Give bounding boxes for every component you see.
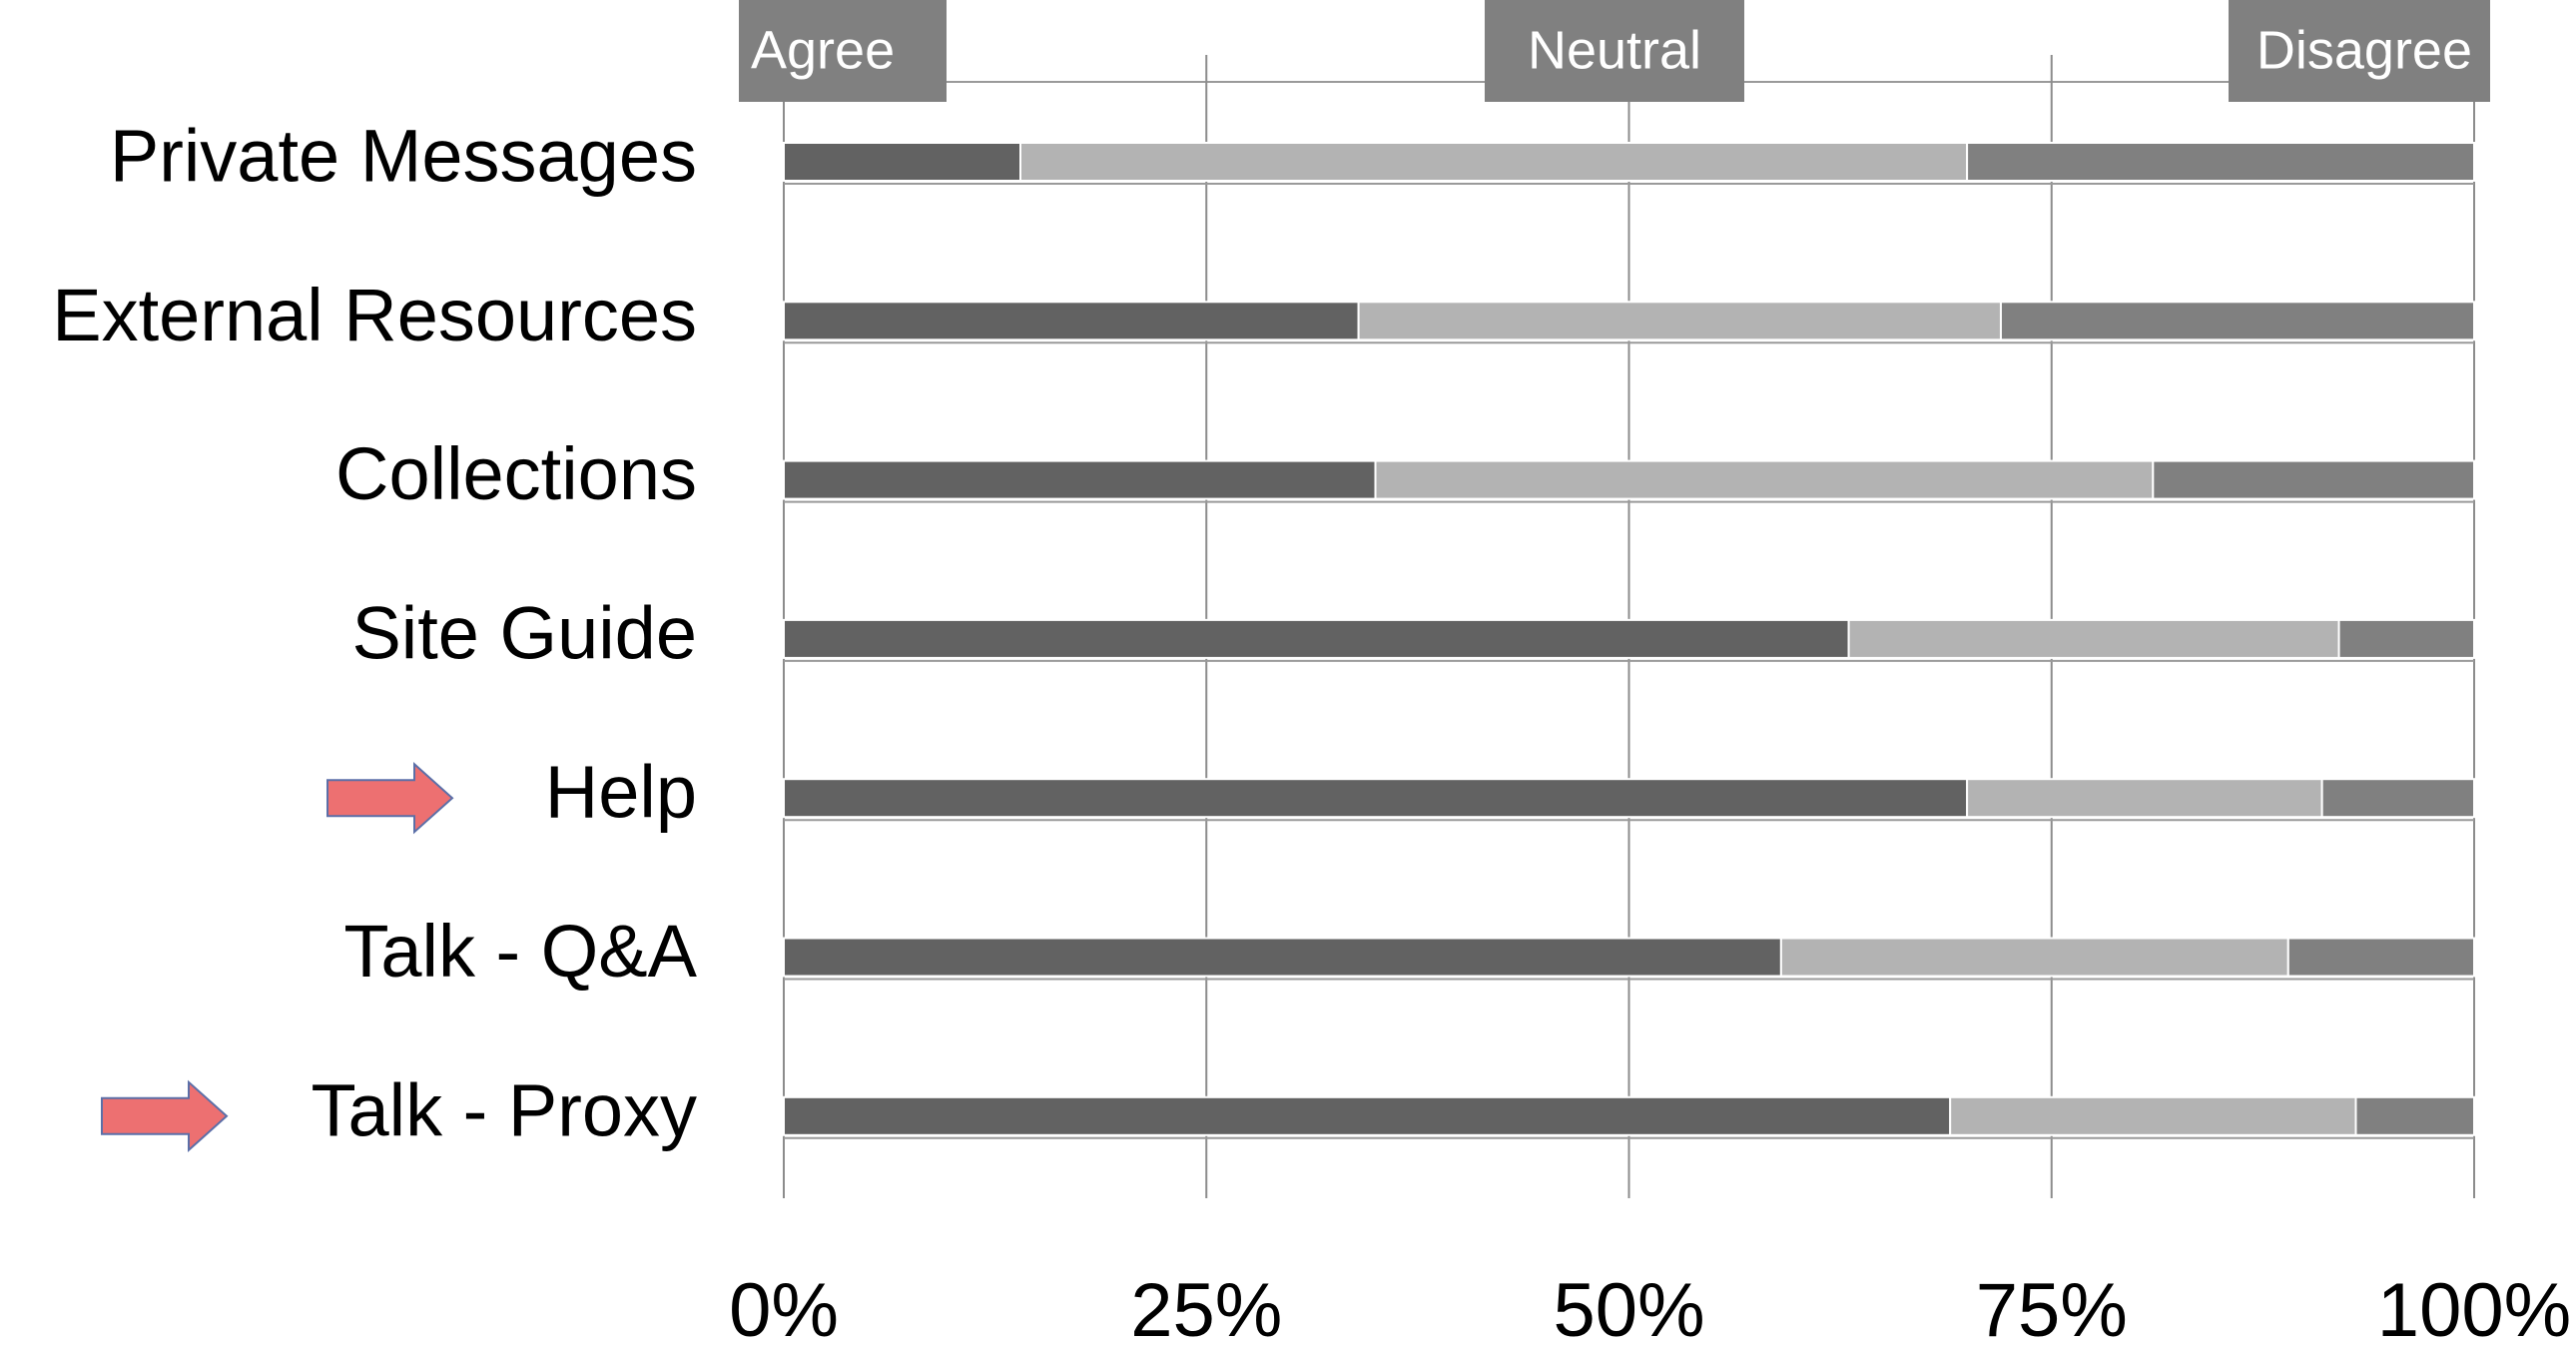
category-label-collections: Collections [335, 432, 697, 515]
tick-label-25: 25% [1130, 1268, 1282, 1350]
bar-private-messages-neutral [1019, 142, 1969, 182]
bar-site-guide-agree [783, 618, 1850, 659]
category-labels: Private Messages External Resources Collec… [52, 115, 697, 1152]
bar-external-resources-neutral [1357, 301, 2002, 341]
bar-private-messages-disagree [1966, 142, 2475, 182]
legend-item-agree: Agree [739, 0, 947, 102]
bar-help-neutral [1966, 778, 2323, 819]
bar-talk-q-a-neutral [1779, 937, 2289, 978]
category-label-external-resources: External Resources [52, 274, 697, 356]
bar-talk-proxy-agree [783, 1095, 1952, 1136]
bar-talk-proxy-neutral [1949, 1095, 2357, 1136]
bar-collections-disagree [2152, 459, 2476, 500]
tick-label-0: 0% [729, 1268, 839, 1350]
bar-help-disagree [2320, 778, 2475, 819]
category-label-talk-q-a: Talk - Q&A [343, 910, 697, 993]
highlight-arrows [101, 761, 454, 1153]
tick-label-75: 75% [1976, 1268, 2128, 1350]
bar-collections-neutral [1374, 459, 2155, 500]
legend: Agree Neutral Disagree [739, 0, 2490, 102]
legend-swatch-agree [739, 0, 947, 102]
legend-label-agree: Agree [751, 20, 895, 80]
bar-talk-q-a-disagree [2286, 937, 2476, 978]
bar-site-guide-neutral [1847, 618, 2340, 659]
category-label-site-guide: Site Guide [351, 591, 697, 674]
bar-collections-agree [783, 459, 1377, 500]
legend-swatch-neutral [1485, 0, 1744, 102]
bar-private-messages-agree [783, 142, 1022, 182]
bar-talk-q-a-agree [783, 937, 1782, 978]
category-label-private-messages: Private Messages [110, 115, 697, 198]
bar-site-guide-disagree [2337, 618, 2476, 659]
legend-item-neutral: Neutral [1485, 0, 1744, 102]
legend-label-neutral: Neutral [1528, 20, 1701, 80]
tick-label-50: 50% [1553, 1268, 1704, 1350]
legend-item-disagree: Disagree [2229, 0, 2490, 102]
x-axis-tick-labels: 0% 25% 50% 75% 100% [729, 1268, 2571, 1350]
category-label-help: Help [545, 751, 697, 834]
bar-help-agree [783, 778, 1969, 819]
bar-external-resources-disagree [1999, 301, 2475, 341]
bar-external-resources-agree [783, 301, 1360, 341]
right-arrow-icon [101, 1079, 229, 1153]
right-arrow-icon [326, 761, 454, 835]
legend-label-disagree: Disagree [2256, 20, 2472, 80]
category-label-talk-proxy: Talk - Proxy [311, 1068, 697, 1151]
bar-talk-proxy-disagree [2354, 1095, 2475, 1136]
legend-swatch-disagree [2229, 0, 2490, 102]
bars [783, 142, 2476, 1139]
tick-label-100: 100% [2377, 1268, 2571, 1350]
